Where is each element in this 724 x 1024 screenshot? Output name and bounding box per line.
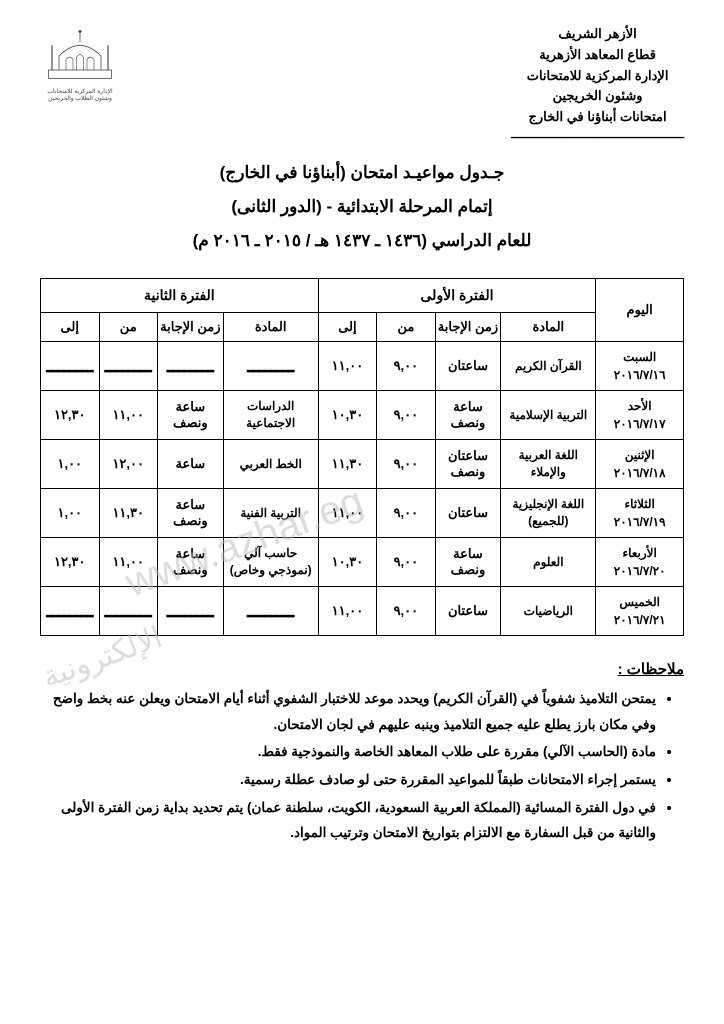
duration-cell: ــــــــ bbox=[157, 341, 223, 390]
mosque-icon bbox=[45, 26, 115, 86]
to-cell: ١٠,٣٠ bbox=[318, 390, 376, 439]
col-period2: الفترة الثانية bbox=[41, 278, 319, 312]
from-cell: ١١,٠٠ bbox=[99, 537, 157, 586]
duration-cell: ساعة ونصف bbox=[157, 390, 223, 439]
duration-cell: ساعتان ونصف bbox=[435, 439, 501, 488]
note-item: يستمر إجراء الامتحانات طبقاً للمواعيد ال… bbox=[40, 767, 656, 793]
duration-cell: ساعتان bbox=[435, 341, 501, 390]
duration-cell: ساعتان bbox=[435, 488, 501, 537]
subject-cell: ــــــــ bbox=[223, 586, 318, 635]
col-from: من bbox=[377, 312, 435, 341]
duration-cell: ساعة ونصف bbox=[157, 537, 223, 586]
from-cell: ٩,٠٠ bbox=[377, 537, 435, 586]
to-cell: ١١,٠٠ bbox=[318, 586, 376, 635]
from-cell: ٩,٠٠ bbox=[377, 439, 435, 488]
title-line: جـدول مواعيـد امتحان (أبناؤنا في الخارج) bbox=[40, 156, 684, 190]
table-row: الأحد٢٠١٦/٧/١٧التربية الإسلاميةساعة ونصف… bbox=[41, 390, 684, 439]
to-cell: ١,٠٠ bbox=[41, 488, 100, 537]
header-line: الأزهر الشريف bbox=[511, 24, 684, 45]
col-subject: المادة bbox=[501, 312, 596, 341]
duration-cell: ساعة ونصف bbox=[435, 537, 501, 586]
col-period1: الفترة الأولى bbox=[318, 278, 596, 312]
from-cell: ١١,٠٠ bbox=[99, 390, 157, 439]
from-cell: ٩,٠٠ bbox=[377, 390, 435, 439]
to-cell: ١٢,٣٠ bbox=[41, 390, 100, 439]
duration-cell: ساعة bbox=[157, 439, 223, 488]
col-to: إلى bbox=[41, 312, 100, 341]
col-duration: زمن الإجابة bbox=[435, 312, 501, 341]
note-item: مادة (الحاسب الآلي) مقررة على طلاب المعا… bbox=[40, 739, 656, 765]
day-cell: الخميس٢٠١٦/٧/٢١ bbox=[596, 586, 684, 635]
subject-cell: الخط العربي bbox=[223, 439, 318, 488]
to-cell: ١,٠٠ bbox=[41, 439, 100, 488]
table-row: الأربعاء٢٠١٦/٧/٢٠العلومساعة ونصف٩,٠٠١٠,٣… bbox=[41, 537, 684, 586]
document-title: جـدول مواعيـد امتحان (أبناؤنا في الخارج)… bbox=[40, 156, 684, 258]
table-row: السبت٢٠١٦/٧/١٦القرآن الكريمساعتان٩,٠٠١١,… bbox=[41, 341, 684, 390]
note-item: يمتحن التلاميذ شفوياً في (القرآن الكريم)… bbox=[40, 686, 656, 737]
day-cell: الإثنين٢٠١٦/٧/١٨ bbox=[596, 439, 684, 488]
subject-cell: التربية الإسلامية bbox=[501, 390, 596, 439]
from-cell: ١١,٣٠ bbox=[99, 488, 157, 537]
day-cell: الثلاثاء٢٠١٦/٧/١٩ bbox=[596, 488, 684, 537]
notes-list: يمتحن التلاميذ شفوياً في (القرآن الكريم)… bbox=[40, 686, 684, 846]
header-line: الإدارة المركزية للامتحانات bbox=[511, 66, 684, 87]
duration-cell: ساعة ونصف bbox=[157, 488, 223, 537]
subject-cell: حاسب آلي (نموذجي وخاص) bbox=[223, 537, 318, 586]
note-item: في دول الفترة المسائية (المملكة العربية … bbox=[40, 795, 656, 846]
document-header: الأزهر الشريف قطاع المعاهد الأزهرية الإد… bbox=[40, 24, 684, 144]
exam-schedule-table: اليوم الفترة الأولى الفترة الثانية الماد… bbox=[40, 278, 684, 636]
from-cell: ٩,٠٠ bbox=[377, 341, 435, 390]
day-cell: السبت٢٠١٦/٧/١٦ bbox=[596, 341, 684, 390]
subject-cell: العلوم bbox=[501, 537, 596, 586]
col-day: اليوم bbox=[596, 278, 684, 341]
from-cell: ٩,٠٠ bbox=[377, 586, 435, 635]
to-cell: ١٠,٣٠ bbox=[318, 537, 376, 586]
from-cell: ــــــــ bbox=[99, 586, 157, 635]
subject-cell: ــــــــ bbox=[223, 341, 318, 390]
table-row: الإثنين٢٠١٦/٧/١٨اللغة العربية والإملاءسا… bbox=[41, 439, 684, 488]
notes-title: ملاحظات : bbox=[40, 660, 684, 678]
col-to: إلى bbox=[318, 312, 376, 341]
to-cell: ــــــــ bbox=[41, 341, 100, 390]
org-header: الأزهر الشريف قطاع المعاهد الأزهرية الإد… bbox=[511, 24, 684, 144]
title-line: للعام الدراسي (١٤٣٦ ـ ١٤٣٧ هـ / ٢٠١٥ ـ ٢… bbox=[40, 224, 684, 258]
azhar-logo: الإدارة المركزية للامتحانات وشئون الطلاب… bbox=[40, 24, 120, 104]
to-cell: ١١,٠٠ bbox=[318, 341, 376, 390]
to-cell: ١١,٣٠ bbox=[318, 439, 376, 488]
col-subject: المادة bbox=[223, 312, 318, 341]
table-row: الثلاثاء٢٠١٦/٧/١٩اللغة الإنجليزية (للجمي… bbox=[41, 488, 684, 537]
title-line: إتمام المرحلة الابتدائية - (الدور الثانى… bbox=[40, 190, 684, 224]
col-duration: زمن الإجابة bbox=[157, 312, 223, 341]
subject-cell: التربية الفنية bbox=[223, 488, 318, 537]
header-line: امتحانات أبناؤنا في الخارج bbox=[511, 107, 684, 128]
subject-cell: اللغة الإنجليزية (للجميع) bbox=[501, 488, 596, 537]
duration-cell: ــــــــ bbox=[157, 586, 223, 635]
to-cell: ١٢,٣٠ bbox=[41, 537, 100, 586]
col-from: من bbox=[99, 312, 157, 341]
from-cell: ٩,٠٠ bbox=[377, 488, 435, 537]
from-cell: ١٢,٠٠ bbox=[99, 439, 157, 488]
header-line: قطاع المعاهد الأزهرية bbox=[511, 45, 684, 66]
subject-cell: الدراسات الاجتماعية bbox=[223, 390, 318, 439]
to-cell: ١١,٠٠ bbox=[318, 488, 376, 537]
header-line: وشئون الخريجين bbox=[511, 86, 684, 107]
subject-cell: القرآن الكريم bbox=[501, 341, 596, 390]
duration-cell: ساعة ونصف bbox=[435, 390, 501, 439]
subject-cell: الرياضيات bbox=[501, 586, 596, 635]
day-cell: الأربعاء٢٠١٦/٧/٢٠ bbox=[596, 537, 684, 586]
subject-cell: اللغة العربية والإملاء bbox=[501, 439, 596, 488]
table-row: الخميس٢٠١٦/٧/٢١الرياضياتساعتان٩,٠٠١١,٠٠ـ… bbox=[41, 586, 684, 635]
header-divider: ــــــــــــــــــــــــــــــــــــــــ… bbox=[511, 128, 684, 144]
logo-caption: الإدارة المركزية للامتحانات وشئون الطلاب… bbox=[40, 88, 120, 102]
to-cell: ــــــــ bbox=[41, 586, 100, 635]
duration-cell: ساعتان bbox=[435, 586, 501, 635]
from-cell: ــــــــ bbox=[99, 341, 157, 390]
day-cell: الأحد٢٠١٦/٧/١٧ bbox=[596, 390, 684, 439]
